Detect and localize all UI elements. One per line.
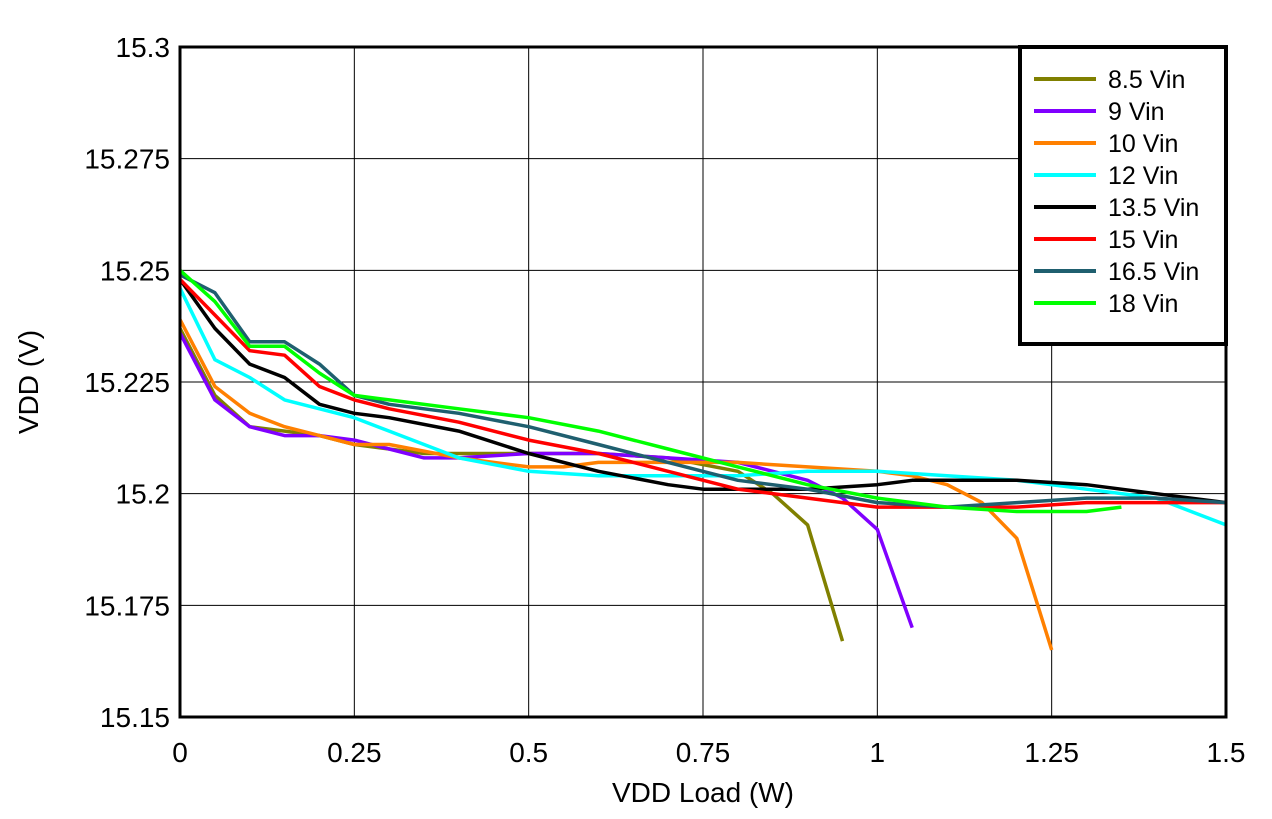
series-line-18-vin bbox=[178, 268, 1122, 514]
legend-label: 13.5 Vin bbox=[1108, 194, 1199, 222]
legend-label: 8.5 Vin bbox=[1108, 66, 1185, 94]
series-line-13-5-vin bbox=[178, 278, 1227, 505]
x-axis-label: VDD Load (W) bbox=[612, 777, 794, 808]
series-layer bbox=[178, 268, 1227, 651]
legend-label: 15 Vin bbox=[1108, 226, 1178, 254]
series-line-16-5-vin bbox=[179, 273, 1227, 509]
y-tick-label: 15.175 bbox=[84, 590, 170, 621]
y-tick-label: 15.3 bbox=[116, 32, 171, 63]
x-tick-label: 1.25 bbox=[1024, 737, 1079, 768]
y-tick-label: 15.15 bbox=[100, 702, 170, 733]
x-tick-label: 1.5 bbox=[1207, 737, 1246, 768]
x-tick-label: 1 bbox=[870, 737, 886, 768]
series-line-15-vin bbox=[178, 278, 1226, 509]
y-tick-label: 15.2 bbox=[116, 479, 171, 510]
series-line-12-vin bbox=[178, 287, 1227, 527]
y-axis-label: VDD (V) bbox=[13, 330, 44, 434]
legend: 8.5 Vin 9 Vin 10 Vin 12 Vin 13.5 Vin 15 Vin 16… bbox=[1018, 45, 1228, 346]
y-tick-label: 15.25 bbox=[100, 255, 170, 286]
legend-box bbox=[1018, 45, 1228, 346]
legend-label: 18 Vin bbox=[1108, 290, 1178, 318]
series-line-9-vin bbox=[178, 332, 914, 629]
legend-label: 12 Vin bbox=[1108, 162, 1178, 190]
x-tick-label: 0.5 bbox=[509, 737, 548, 768]
y-tick-label: 15.275 bbox=[84, 144, 170, 175]
x-tick-label: 0.75 bbox=[676, 737, 731, 768]
x-tick-labels: 0 0.25 0.5 0.75 1 1.25 1.5 bbox=[172, 737, 1245, 768]
x-tick-label: 0 bbox=[172, 737, 188, 768]
plot-frame bbox=[178, 45, 1228, 719]
legend-label: 16.5 Vin bbox=[1108, 258, 1199, 286]
y-tick-labels: 15.15 15.175 15.2 15.225 15.25 15.275 15.3 bbox=[84, 32, 170, 733]
x-tick-label: 0.25 bbox=[327, 737, 382, 768]
y-tick-label: 15.225 bbox=[84, 367, 170, 398]
legend-label: 10 Vin bbox=[1108, 130, 1178, 158]
legend-label: 9 Vin bbox=[1108, 98, 1165, 126]
series-line-10-vin bbox=[178, 318, 1054, 651]
